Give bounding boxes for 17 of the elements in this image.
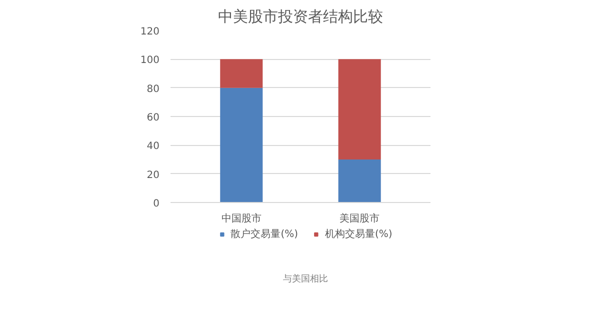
x-tick-label: 美国股市 bbox=[340, 212, 380, 224]
y-tick-label: 120 bbox=[140, 26, 160, 38]
legend-label: 机构交易量(%) bbox=[325, 228, 392, 241]
bar bbox=[338, 59, 381, 160]
bar bbox=[338, 160, 381, 202]
y-tick-label: 100 bbox=[140, 55, 160, 66]
y-tick-label: 0 bbox=[153, 198, 160, 210]
bar bbox=[220, 59, 263, 88]
chart-title: 中美股市投资者结构比较 bbox=[218, 8, 383, 26]
legend-label: 散户交易量(%) bbox=[230, 228, 298, 241]
y-tick-label: 40 bbox=[146, 141, 160, 152]
x-tick-label: 中国股市 bbox=[221, 212, 262, 224]
y-tick-label: 80 bbox=[146, 84, 160, 95]
y-tick-label: 60 bbox=[146, 112, 160, 124]
text: 与美国相比 bbox=[283, 274, 328, 285]
y-tick-label: 20 bbox=[146, 170, 160, 181]
bar bbox=[220, 88, 263, 202]
